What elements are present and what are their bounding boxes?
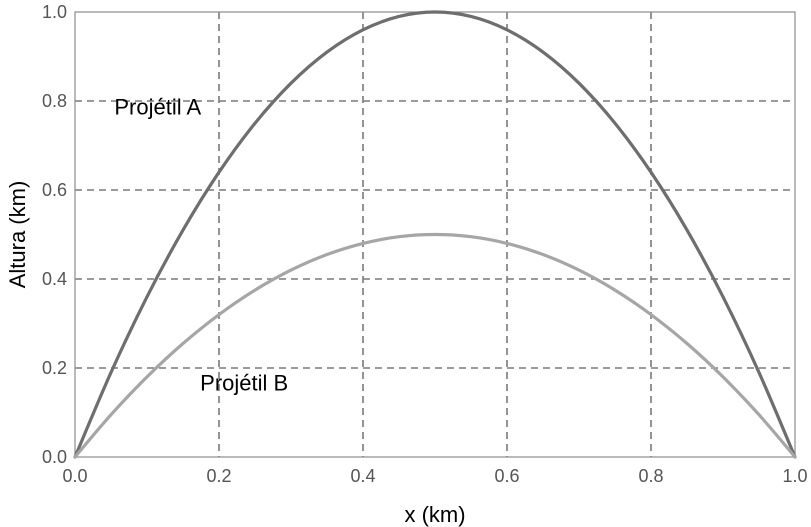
y-tick-label: 1.0: [42, 2, 67, 22]
series-annotation-label: Projétil B: [200, 370, 288, 395]
series-line-projectile-a: [73, 10, 797, 459]
x-tick-label: 0.8: [638, 466, 663, 486]
x-tick-label: 1.0: [782, 466, 807, 486]
grid: [75, 12, 795, 457]
x-tick-label: 0.4: [350, 466, 375, 486]
x-tick-label: 0.2: [206, 466, 231, 486]
y-tick-label: 0.4: [42, 269, 67, 289]
x-axis-title: x (km): [404, 502, 465, 527]
y-tick-label: 0.8: [42, 91, 67, 111]
series-layer: [73, 10, 797, 459]
annotations: Projétil A Projétil B: [114, 94, 288, 395]
y-tick-label: 0.6: [42, 180, 67, 200]
tick-labels: 0.0 0.2 0.4 0.6 0.8 1.0 0.0 0.2 0.4 0.6 0.8 1.0: [42, 2, 808, 486]
x-tick-label: 0.0: [62, 466, 87, 486]
x-tick-label: 0.6: [494, 466, 519, 486]
series-line-projectile-b: [73, 232, 797, 459]
series-annotation-label: Projétil A: [114, 94, 201, 119]
y-axis-title: Altura (km): [5, 181, 30, 289]
y-tick-label: 0.0: [42, 447, 67, 467]
y-tick-label: 0.2: [42, 358, 67, 378]
